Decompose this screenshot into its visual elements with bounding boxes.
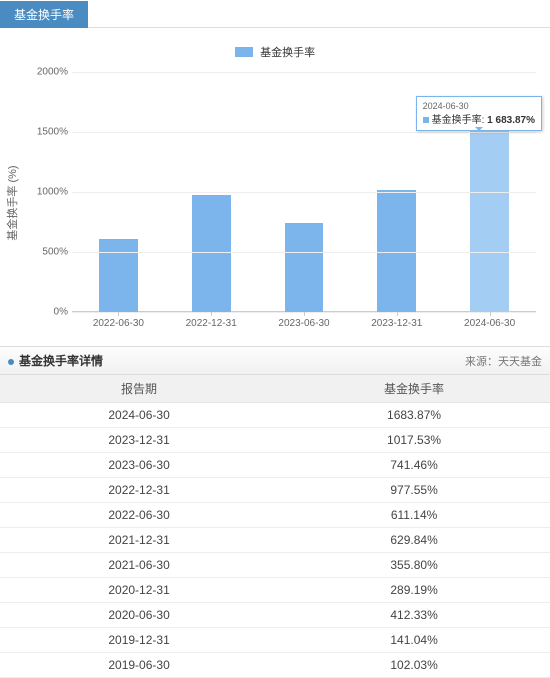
tooltip-date: 2024-06-30 (423, 101, 535, 111)
x-tick-label: 2023-12-31 (371, 318, 422, 329)
legend-swatch (235, 47, 253, 57)
table-cell: 2023-06-30 (0, 453, 278, 478)
table-cell: 2022-06-30 (0, 503, 278, 528)
chart-tooltip: 2024-06-30 基金换手率: 1 683.87% (416, 96, 542, 131)
x-tick-label: 2022-12-31 (186, 318, 237, 329)
table-cell: 2020-06-30 (0, 603, 278, 628)
x-tick-label: 2024-06-30 (464, 318, 515, 329)
chart-legend: 基金换手率 (8, 38, 542, 68)
section-title-text: 基金换手率详情 (19, 354, 103, 368)
bar[interactable] (470, 110, 509, 312)
table-cell: 1683.87% (278, 403, 550, 428)
source-name: 天天基金 (498, 356, 542, 368)
table-cell: 977.55% (278, 478, 550, 503)
x-axis: 2022-06-30 2022-12-31 2023-06-30 2023-12-31… (72, 314, 536, 338)
col-turnover: 基金换手率 (278, 375, 550, 403)
table-cell: 2019-12-31 (0, 628, 278, 653)
tooltip-dot-icon (423, 117, 429, 123)
chart-container: 基金换手率 基金换手率 (%) 0% 500% 1000% 1500% 2000% 20… (0, 28, 550, 338)
x-tick-label: 2023-06-30 (278, 318, 329, 329)
source-label: 来源：天天基金 (465, 353, 542, 369)
table-cell: 1017.53% (278, 428, 550, 453)
table-cell: 412.33% (278, 603, 550, 628)
tooltip-value-row: 基金换手率: 1 683.87% (423, 111, 535, 126)
table-row: 2021-06-30355.80% (0, 553, 550, 578)
tooltip-label: 基金换手率: (432, 115, 485, 126)
bullet-icon (8, 359, 14, 365)
table-cell: 2019-06-30 (0, 653, 278, 678)
table-cell: 2021-12-31 (0, 528, 278, 553)
y-tick-label: 500% (30, 247, 68, 258)
y-axis-title: 基金换手率 (%) (4, 165, 20, 240)
y-tick-label: 2000% (30, 67, 68, 78)
table-cell: 289.19% (278, 578, 550, 603)
table-cell: 2024-06-30 (0, 403, 278, 428)
bar[interactable] (192, 195, 231, 312)
y-tick-label: 0% (30, 307, 68, 318)
table-cell: 2020-12-31 (0, 578, 278, 603)
grid-line (72, 252, 536, 253)
tab-bar: 基金换手率 (0, 0, 550, 28)
table-row: 2020-06-30412.33% (0, 603, 550, 628)
table-cell: 2023-12-31 (0, 428, 278, 453)
legend-label: 基金换手率 (260, 47, 315, 59)
turnover-table: 报告期 基金换手率 2024-06-301683.87%2023-12-3110… (0, 375, 550, 678)
grid-line (72, 72, 536, 73)
table-cell: 629.84% (278, 528, 550, 553)
table-cell: 355.80% (278, 553, 550, 578)
y-tick-label: 1000% (30, 187, 68, 198)
table-row: 2022-12-31977.55% (0, 478, 550, 503)
table-cell: 611.14% (278, 503, 550, 528)
table-cell: 102.03% (278, 653, 550, 678)
tab-turnover[interactable]: 基金换手率 (0, 1, 88, 28)
bar[interactable] (99, 239, 138, 312)
table-row: 2023-06-30741.46% (0, 453, 550, 478)
table-row: 2023-12-311017.53% (0, 428, 550, 453)
table-row: 2024-06-301683.87% (0, 403, 550, 428)
bar[interactable] (285, 223, 324, 312)
col-period: 报告期 (0, 375, 278, 403)
table-cell: 2021-06-30 (0, 553, 278, 578)
table-row: 2019-06-30102.03% (0, 653, 550, 678)
table-row: 2020-12-31289.19% (0, 578, 550, 603)
grid-line (72, 192, 536, 193)
table-cell: 2022-12-31 (0, 478, 278, 503)
table-row: 2022-06-30611.14% (0, 503, 550, 528)
bar[interactable] (377, 190, 416, 312)
grid-line (72, 132, 536, 133)
chart-area: 基金换手率 (%) 0%500%1000%1500%2000% 2022-06-… (30, 68, 542, 338)
table-cell: 741.46% (278, 453, 550, 478)
x-tick-label: 2022-06-30 (93, 318, 144, 329)
y-tick-label: 1500% (30, 127, 68, 138)
source-prefix: 来源： (465, 356, 498, 368)
table-cell: 141.04% (278, 628, 550, 653)
table-header-row: 报告期 基金换手率 (0, 375, 550, 403)
section-header: 基金换手率详情 来源：天天基金 (0, 346, 550, 375)
tooltip-value: 1 683.87% (487, 115, 535, 126)
section-title: 基金换手率详情 (8, 352, 103, 369)
table-row: 2019-12-31141.04% (0, 628, 550, 653)
table-row: 2021-12-31629.84% (0, 528, 550, 553)
